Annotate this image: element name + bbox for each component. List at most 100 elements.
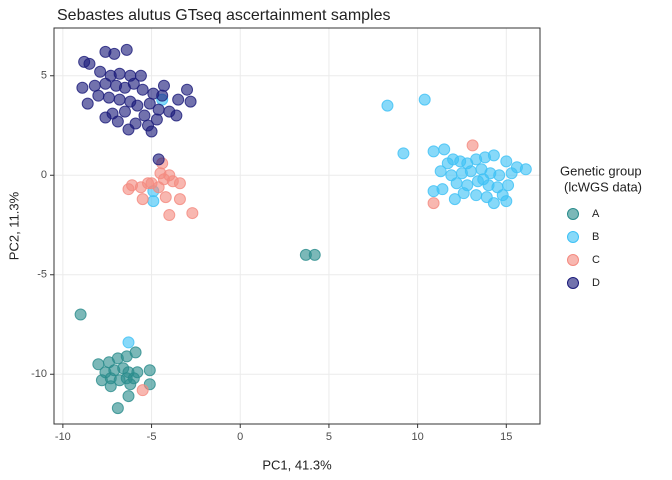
point <box>131 99 144 112</box>
point <box>113 93 126 106</box>
point <box>138 109 151 122</box>
point <box>145 125 158 138</box>
chart-title: Sebastes alutus GTseq ascertainment samp… <box>57 7 391 24</box>
point <box>381 99 394 112</box>
y-tick-label: 0 <box>41 169 47 181</box>
point <box>122 336 135 349</box>
point <box>487 197 500 210</box>
point <box>129 346 142 359</box>
point <box>441 157 454 170</box>
point <box>438 143 451 156</box>
point <box>450 177 463 190</box>
y-tick-label: -5 <box>37 269 47 281</box>
point <box>108 47 121 60</box>
x-tick-label: -10 <box>55 431 71 443</box>
point <box>470 189 483 202</box>
point <box>493 169 506 182</box>
point <box>457 187 470 200</box>
point <box>136 193 149 206</box>
x-tick-label: 5 <box>326 431 332 443</box>
point <box>152 103 165 116</box>
point <box>92 89 105 102</box>
point <box>122 183 135 196</box>
point <box>427 145 440 158</box>
point <box>134 69 147 82</box>
point <box>181 83 194 96</box>
point <box>131 366 144 379</box>
point <box>88 79 101 92</box>
point <box>74 308 87 321</box>
point <box>502 179 515 192</box>
point <box>159 191 172 204</box>
point <box>127 77 140 90</box>
y-tick-label: -10 <box>31 368 47 380</box>
point <box>111 115 124 128</box>
point <box>397 147 410 160</box>
point <box>172 93 185 106</box>
point <box>427 185 440 198</box>
point <box>156 89 169 102</box>
point <box>104 380 117 393</box>
legend-key <box>567 231 579 243</box>
point <box>464 165 477 178</box>
point <box>113 67 126 80</box>
point <box>120 43 133 56</box>
x-tick-label: -5 <box>147 431 157 443</box>
point <box>124 378 137 391</box>
point <box>418 93 431 106</box>
point <box>99 77 112 90</box>
point <box>143 97 156 110</box>
point <box>94 65 107 78</box>
legend-label: A <box>592 208 600 220</box>
legend-title: (lcWGS data) <box>564 179 642 194</box>
point <box>83 57 96 70</box>
point <box>170 109 183 122</box>
point <box>102 91 115 104</box>
x-axis-label: PC1, 41.3% <box>262 457 332 472</box>
point <box>466 139 479 152</box>
legend-label: C <box>592 254 600 266</box>
legend-key <box>567 254 579 266</box>
x-tick-label: 15 <box>500 431 512 443</box>
point <box>76 81 89 94</box>
point <box>152 181 165 194</box>
point <box>500 155 513 168</box>
point <box>308 248 321 261</box>
point <box>111 402 124 415</box>
point <box>118 105 131 118</box>
point <box>163 209 176 222</box>
point <box>477 173 490 186</box>
point <box>500 195 513 208</box>
points <box>74 43 532 415</box>
point <box>434 165 447 178</box>
point <box>427 197 440 210</box>
legend-label: B <box>592 231 599 243</box>
point <box>99 111 112 124</box>
point <box>143 364 156 377</box>
point <box>173 193 186 206</box>
point <box>142 177 155 190</box>
point <box>147 195 160 208</box>
point <box>157 79 170 92</box>
y-tick-label: 5 <box>41 70 47 82</box>
legend-key <box>567 208 579 220</box>
point <box>448 193 461 206</box>
point <box>519 163 532 176</box>
legend-key <box>567 277 579 289</box>
point <box>487 149 500 162</box>
point <box>163 169 176 182</box>
point <box>136 83 149 96</box>
point <box>122 390 135 403</box>
plot-border <box>53 27 541 425</box>
x-tick-label: 0 <box>237 431 243 443</box>
point <box>505 167 518 180</box>
point <box>173 177 186 190</box>
grid: -10 -5 0 5 10 15 -10 -5 0 5 <box>31 28 540 443</box>
point <box>136 384 149 397</box>
legend-label: D <box>592 277 600 289</box>
point <box>186 207 199 220</box>
point <box>152 153 165 166</box>
y-axis-label: PC2, 11.3% <box>6 191 21 260</box>
